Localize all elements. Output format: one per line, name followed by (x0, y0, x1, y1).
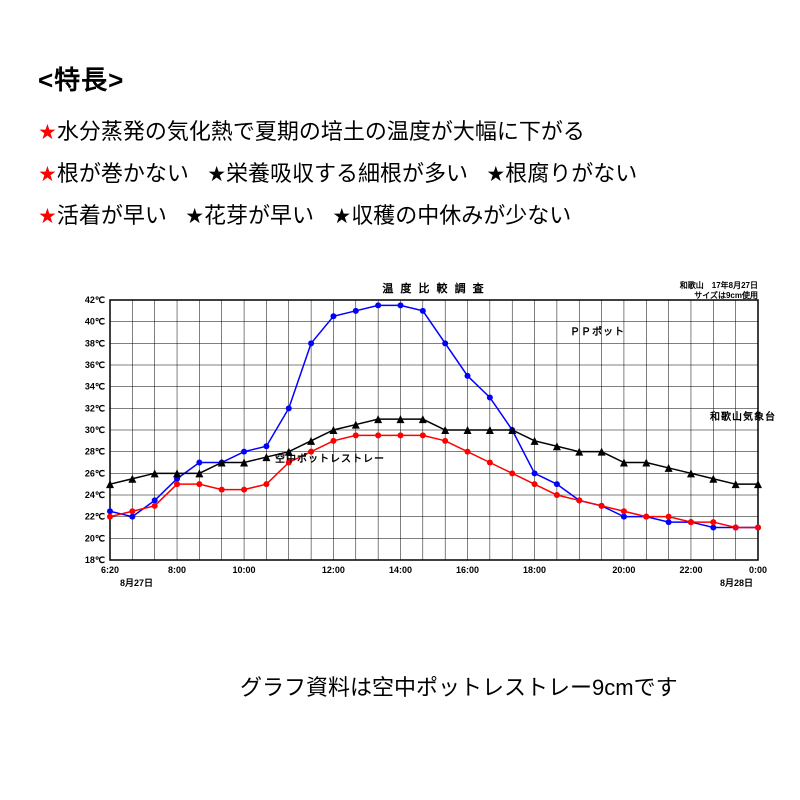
footer-note: グラフ資料は空中ポットレストレー9cmです (240, 670, 678, 702)
feature-line-3: ★活着が早い ★花芽が早い ★収穫の中休みが少ない (38, 195, 637, 237)
svg-text:0:00: 0:00 (749, 565, 767, 575)
svg-text:20:00: 20:00 (612, 565, 635, 575)
svg-text:6:20: 6:20 (101, 565, 119, 575)
star-icon: ★ (486, 163, 505, 186)
star-icon: ★ (207, 163, 226, 186)
star-icon: ★ (185, 205, 204, 228)
svg-text:10:00: 10:00 (233, 565, 256, 575)
svg-text:22℃: 22℃ (85, 512, 105, 522)
svg-text:12:00: 12:00 (322, 565, 345, 575)
feature-text: 水分蒸発の気化熱で夏期の培土の温度が大幅に下がる (57, 119, 585, 144)
feature-text: 花芽が早い (204, 203, 314, 228)
svg-text:8月27日: 8月27日 (120, 578, 153, 588)
temperature-chart: 温 度 比 較 調 査和歌山 17年8月27日サイズは9cm使用42℃40℃38… (50, 280, 750, 610)
feature-text: 収穫の中休みが少ない (351, 203, 571, 228)
feature-line-2: ★根が巻かない ★栄養吸収する細根が多い ★根腐りがない (38, 153, 637, 195)
svg-text:40℃: 40℃ (85, 317, 105, 327)
svg-text:16:00: 16:00 (456, 565, 479, 575)
features-block: <特長> ★水分蒸発の気化熱で夏期の培土の温度が大幅に下がる ★根が巻かない ★… (38, 60, 637, 237)
svg-text:18:00: 18:00 (523, 565, 546, 575)
star-icon: ★ (332, 205, 351, 228)
svg-text:和歌山気象台: 和歌山気象台 (709, 410, 776, 423)
star-icon: ★ (38, 205, 57, 228)
feature-line-1: ★水分蒸発の気化熱で夏期の培土の温度が大幅に下がる (38, 111, 637, 153)
feature-text: 活着が早い (57, 203, 167, 228)
heading: <特長> (38, 60, 637, 97)
svg-text:30℃: 30℃ (85, 425, 105, 435)
svg-text:34℃: 34℃ (85, 382, 105, 392)
svg-text:22:00: 22:00 (679, 565, 702, 575)
svg-text:38℃: 38℃ (85, 338, 105, 348)
svg-text:空中ポットレストレー: 空中ポットレストレー (275, 452, 385, 465)
svg-text:14:00: 14:00 (389, 565, 412, 575)
feature-text: 根腐りがない (505, 161, 637, 186)
svg-text:36℃: 36℃ (85, 360, 105, 370)
svg-text:和歌山 17年8月27日: 和歌山 17年8月27日 (680, 280, 758, 290)
svg-text:28℃: 28℃ (85, 447, 105, 457)
svg-text:24℃: 24℃ (85, 490, 105, 500)
chart-svg: 温 度 比 較 調 査 和歌山 17年8月27日サイズは9cm使用 42℃ 40℃ 38… (50, 280, 780, 610)
svg-text:8月28日: 8月28日 (720, 578, 753, 588)
svg-text:温 度 比 較 調 査: 温 度 比 較 調 査 (382, 281, 485, 295)
svg-text:18℃: 18℃ (85, 555, 105, 565)
svg-text:20℃: 20℃ (85, 533, 105, 543)
svg-text:32℃: 32℃ (85, 403, 105, 413)
svg-text:8:00: 8:00 (168, 565, 186, 575)
star-icon: ★ (38, 163, 57, 186)
svg-text:ＰＰポット: ＰＰポット (570, 325, 625, 338)
feature-text: 根が巻かない (57, 161, 189, 186)
svg-text:26℃: 26℃ (85, 468, 105, 478)
svg-text:42℃: 42℃ (85, 295, 105, 305)
svg-text:サイズは9cm使用: サイズは9cm使用 (694, 290, 758, 300)
feature-text: 栄養吸収する細根が多い (226, 161, 468, 186)
star-icon: ★ (38, 121, 57, 144)
